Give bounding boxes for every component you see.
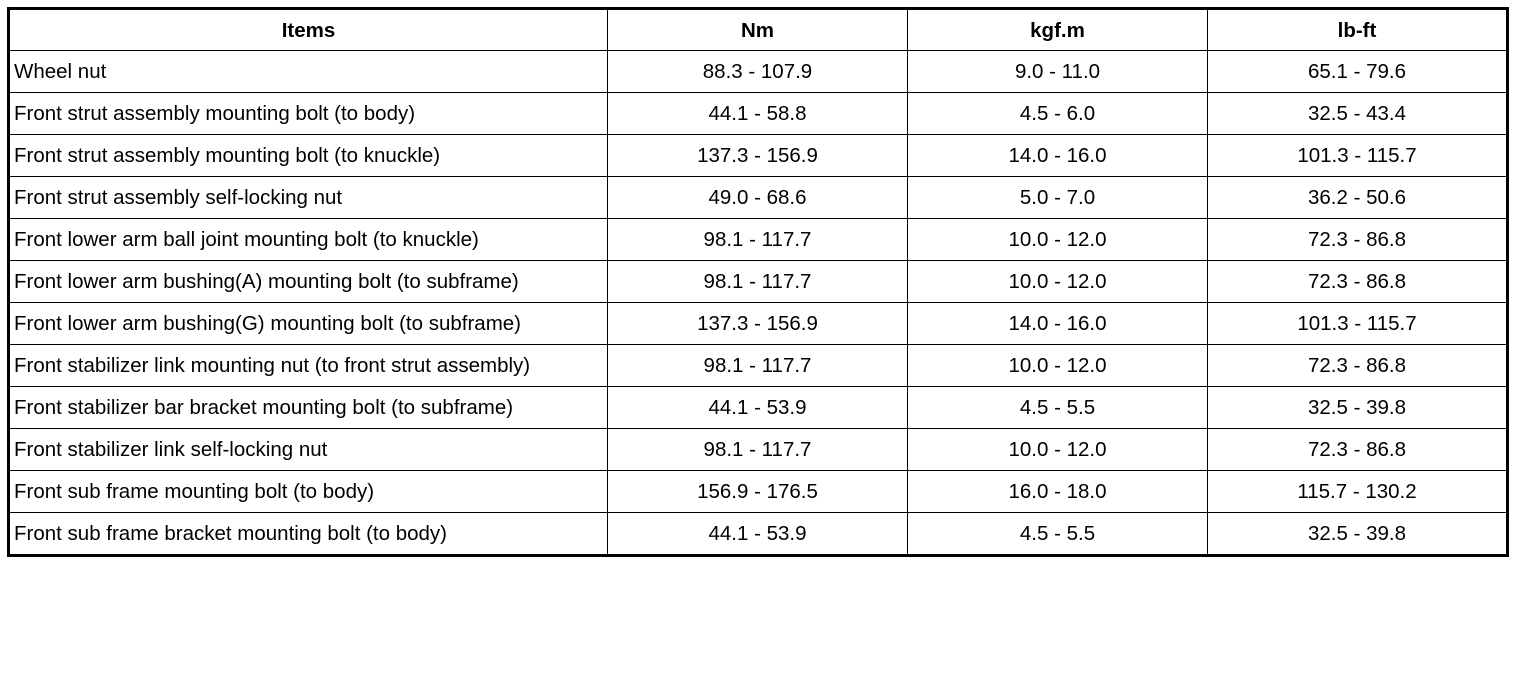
table-row: Front stabilizer link mounting nut (to f… bbox=[8, 344, 1508, 387]
value-cell: 44.1 - 53.9 bbox=[607, 512, 908, 556]
item-cell: Front stabilizer link self-locking nut bbox=[8, 428, 608, 471]
value-cell: 115.7 - 130.2 bbox=[1207, 470, 1508, 513]
value-cell: 98.1 - 117.7 bbox=[607, 218, 908, 261]
item-cell: Wheel nut bbox=[8, 50, 608, 93]
value-cell: 137.3 - 156.9 bbox=[607, 302, 908, 345]
value-cell: 72.3 - 86.8 bbox=[1207, 260, 1508, 303]
value-cell: 32.5 - 43.4 bbox=[1207, 92, 1508, 135]
item-cell: Front stabilizer link mounting nut (to f… bbox=[8, 344, 608, 387]
value-cell: 72.3 - 86.8 bbox=[1207, 428, 1508, 471]
column-header: lb-ft bbox=[1207, 8, 1508, 51]
column-header: kgf.m bbox=[907, 8, 1208, 51]
value-cell: 9.0 - 11.0 bbox=[907, 50, 1208, 93]
table-row: Front lower arm bushing(A) mounting bolt… bbox=[8, 260, 1508, 303]
value-cell: 98.1 - 117.7 bbox=[607, 428, 908, 471]
value-cell: 98.1 - 117.7 bbox=[607, 344, 908, 387]
column-header: Nm bbox=[607, 8, 908, 51]
item-cell: Front sub frame bracket mounting bolt (t… bbox=[8, 512, 608, 556]
value-cell: 101.3 - 115.7 bbox=[1207, 134, 1508, 177]
value-cell: 88.3 - 107.9 bbox=[607, 50, 908, 93]
value-cell: 4.5 - 6.0 bbox=[907, 92, 1208, 135]
header-row: Items Nm kgf.m lb-ft bbox=[8, 8, 1508, 51]
value-cell: 32.5 - 39.8 bbox=[1207, 386, 1508, 429]
value-cell: 32.5 - 39.8 bbox=[1207, 512, 1508, 556]
value-cell: 101.3 - 115.7 bbox=[1207, 302, 1508, 345]
table-row: Wheel nut 88.3 - 107.9 9.0 - 11.0 65.1 - 79… bbox=[8, 50, 1508, 93]
item-cell: Front lower arm ball joint mounting bolt… bbox=[8, 218, 608, 261]
value-cell: 16.0 - 18.0 bbox=[907, 470, 1208, 513]
value-cell: 44.1 - 53.9 bbox=[607, 386, 908, 429]
torque-table: Items Nm kgf.m lb-ft Wheel nut 88.3 - 107.9 9… bbox=[7, 7, 1509, 557]
table-row: Front strut assembly mounting bolt (to b… bbox=[8, 92, 1508, 135]
table-body: Wheel nut 88.3 - 107.9 9.0 - 11.0 65.1 - 79… bbox=[8, 50, 1508, 556]
value-cell: 4.5 - 5.5 bbox=[907, 512, 1208, 556]
item-cell: Front lower arm bushing(G) mounting bolt… bbox=[8, 302, 608, 345]
value-cell: 49.0 - 68.6 bbox=[607, 176, 908, 219]
table-row: Front sub frame mounting bolt (to body) 1… bbox=[8, 470, 1508, 513]
value-cell: 4.5 - 5.5 bbox=[907, 386, 1208, 429]
table-row: Front stabilizer link self-locking nut 98… bbox=[8, 428, 1508, 471]
value-cell: 10.0 - 12.0 bbox=[907, 344, 1208, 387]
value-cell: 5.0 - 7.0 bbox=[907, 176, 1208, 219]
value-cell: 10.0 - 12.0 bbox=[907, 428, 1208, 471]
value-cell: 65.1 - 79.6 bbox=[1207, 50, 1508, 93]
table-container: Items Nm kgf.m lb-ft Wheel nut 88.3 - 107.9 9… bbox=[7, 7, 1509, 557]
value-cell: 98.1 - 117.7 bbox=[607, 260, 908, 303]
value-cell: 36.2 - 50.6 bbox=[1207, 176, 1508, 219]
value-cell: 137.3 - 156.9 bbox=[607, 134, 908, 177]
item-cell: Front stabilizer bar bracket mounting bo… bbox=[8, 386, 608, 429]
table-row: Front sub frame bracket mounting bolt (t… bbox=[8, 512, 1508, 556]
item-cell: Front strut assembly mounting bolt (to b… bbox=[8, 92, 608, 135]
value-cell: 72.3 - 86.8 bbox=[1207, 344, 1508, 387]
table-row: Front strut assembly self-locking nut 49.… bbox=[8, 176, 1508, 219]
column-header: Items bbox=[8, 8, 608, 51]
item-cell: Front sub frame mounting bolt (to body) bbox=[8, 470, 608, 513]
item-cell: Front strut assembly mounting bolt (to k… bbox=[8, 134, 608, 177]
value-cell: 10.0 - 12.0 bbox=[907, 218, 1208, 261]
value-cell: 14.0 - 16.0 bbox=[907, 302, 1208, 345]
value-cell: 10.0 - 12.0 bbox=[907, 260, 1208, 303]
table-row: Front lower arm ball joint mounting bolt… bbox=[8, 218, 1508, 261]
table-row: Front lower arm bushing(G) mounting bolt… bbox=[8, 302, 1508, 345]
table-row: Front stabilizer bar bracket mounting bo… bbox=[8, 386, 1508, 429]
value-cell: 72.3 - 86.8 bbox=[1207, 218, 1508, 261]
table-row: Front strut assembly mounting bolt (to k… bbox=[8, 134, 1508, 177]
item-cell: Front lower arm bushing(A) mounting bolt… bbox=[8, 260, 608, 303]
item-cell: Front strut assembly self-locking nut bbox=[8, 176, 608, 219]
value-cell: 44.1 - 58.8 bbox=[607, 92, 908, 135]
value-cell: 156.9 - 176.5 bbox=[607, 470, 908, 513]
value-cell: 14.0 - 16.0 bbox=[907, 134, 1208, 177]
